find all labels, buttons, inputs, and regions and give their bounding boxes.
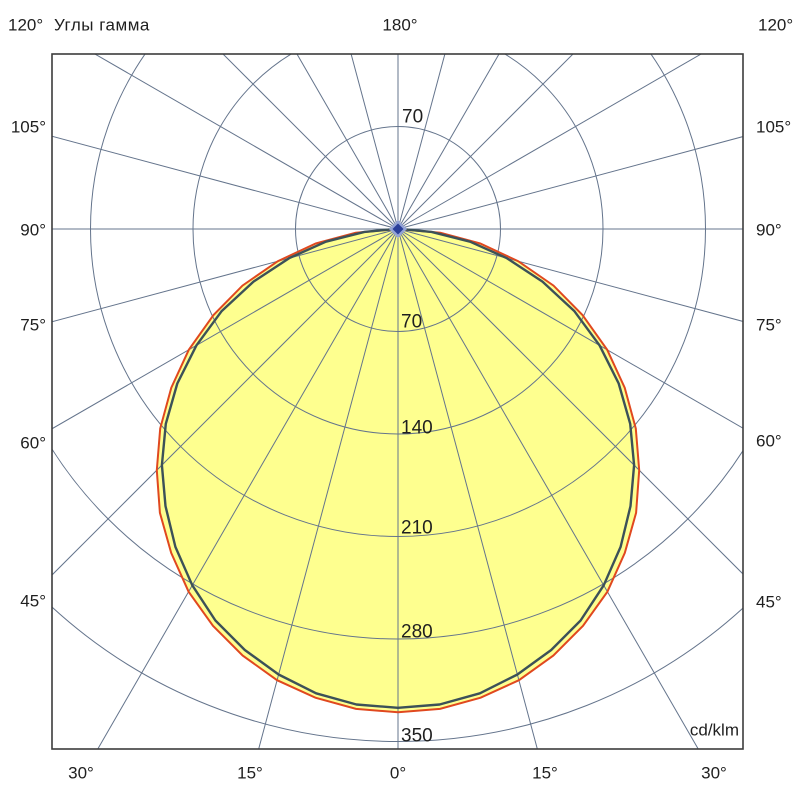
angle-label-right-45: 45°	[756, 592, 782, 612]
ring-value-210: 210	[401, 517, 433, 539]
angle-label-bottom-0: 0°	[389, 763, 407, 783]
ring-value-140: 140	[401, 417, 433, 439]
ring-value-70-upper: 70	[402, 106, 424, 128]
unit-label-cd-klm: cd/klm	[689, 720, 739, 740]
angle-label-right-60: 60°	[756, 431, 782, 451]
angle-label-bottom-30-left: 30°	[68, 763, 94, 783]
angle-label-bottom-30-right: 30°	[701, 763, 727, 783]
angle-label-right-105: 105°	[756, 117, 792, 137]
angle-label-left-75: 75°	[20, 315, 46, 335]
ring-value-280: 280	[401, 621, 433, 643]
angle-label-top-left-120: 120°	[8, 15, 44, 35]
angle-label-180: 180°	[382, 15, 418, 35]
angle-label-left-90: 90°	[20, 220, 46, 240]
page-title: Углы гамма	[54, 15, 150, 35]
ring-value-350: 350	[401, 725, 433, 747]
angle-label-left-45: 45°	[20, 591, 46, 611]
angle-label-right-90: 90°	[756, 220, 782, 240]
angle-label-bottom-15-left: 15°	[237, 763, 263, 783]
angle-label-left-105: 105°	[10, 117, 46, 137]
angle-label-top-right-120: 120°	[758, 15, 794, 35]
angle-label-right-75: 75°	[756, 315, 782, 335]
ring-value-70: 70	[401, 311, 423, 333]
angle-label-left-60: 60°	[20, 433, 46, 453]
angle-label-bottom-15-right: 15°	[532, 763, 558, 783]
